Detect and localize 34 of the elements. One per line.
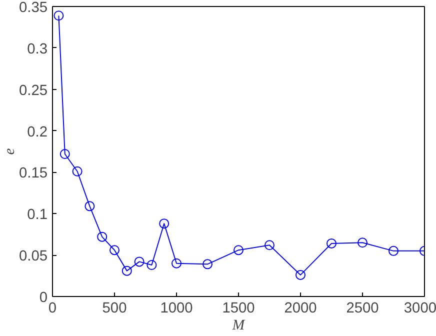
y-tick-label: 0.1	[27, 207, 48, 224]
point	[134, 256, 144, 267]
point	[54, 10, 64, 21]
x-axis-title: M	[231, 318, 246, 334]
point	[122, 266, 132, 276]
point	[358, 238, 368, 248]
x-tick-label: 1500	[222, 300, 255, 316]
y-tick-label: 0.35	[18, 0, 48, 16]
x-tick-label: 1000	[160, 300, 193, 316]
y-tick-label: 0	[39, 290, 48, 306]
point	[97, 232, 108, 242]
y-tick-label: 0.25	[18, 82, 48, 99]
point	[202, 259, 212, 270]
point	[146, 260, 157, 270]
y-tick-label: 0.15	[18, 166, 48, 182]
y-axis-title: e	[2, 148, 18, 155]
point	[110, 245, 120, 256]
point	[172, 258, 182, 268]
point	[264, 240, 274, 250]
point	[84, 201, 95, 212]
x-tick-label: 2500	[346, 300, 379, 316]
point	[234, 245, 244, 256]
y-tick-label: 0.2	[27, 124, 48, 140]
x-tick-label: 2000	[284, 300, 317, 316]
y-tick-label: 0.3	[27, 41, 48, 58]
point	[326, 238, 336, 248]
x-tick-label: 500	[102, 300, 127, 316]
point	[72, 166, 82, 176]
point	[388, 246, 398, 256]
y-tick-label: 0.05	[18, 248, 48, 265]
point	[296, 270, 306, 280]
point	[60, 148, 70, 159]
point	[159, 218, 170, 229]
x-tick-label: 3000	[404, 300, 436, 316]
